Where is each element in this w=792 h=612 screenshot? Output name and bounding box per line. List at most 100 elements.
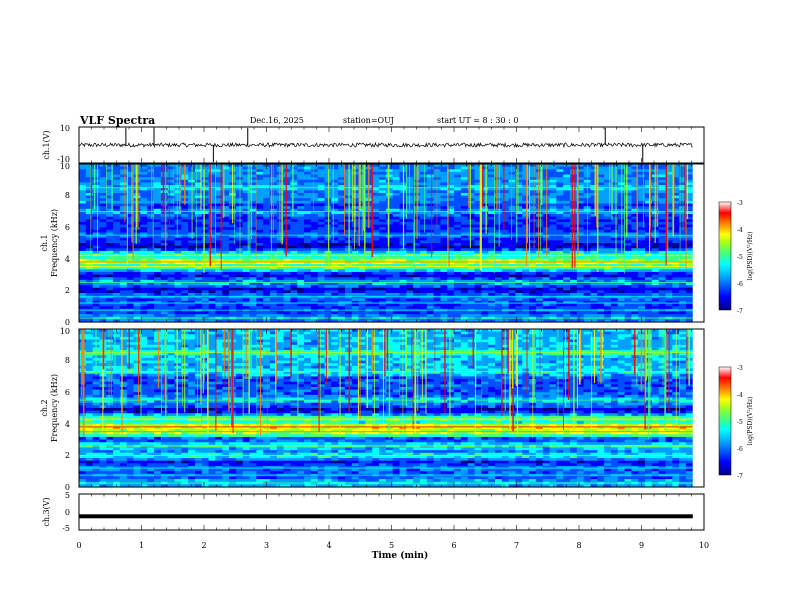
spec-cell: [610, 198, 619, 202]
spec-cell: [385, 240, 394, 244]
spec-cell: [447, 248, 455, 252]
spec-cell: [508, 256, 517, 260]
spec-cell: [515, 248, 523, 252]
spec-cell: [488, 266, 496, 270]
spec-cell: [515, 235, 523, 239]
spec-cell: [399, 306, 407, 310]
spec-cell: [419, 187, 428, 191]
spec-cell: [331, 224, 339, 228]
spec-cell: [133, 227, 141, 231]
spec-cell: [249, 211, 257, 215]
spec-cell: [256, 235, 264, 239]
spec-cell: [133, 293, 141, 297]
spec-cell: [624, 250, 632, 255]
spec-cell: [672, 295, 680, 299]
spec-cell: [665, 303, 673, 307]
spec-cell: [399, 256, 407, 260]
spec-cell: [535, 240, 544, 244]
spec-cell: [201, 185, 210, 189]
spec-cell: [556, 250, 564, 255]
spec-cell: [501, 206, 510, 210]
spec-cell: [385, 250, 394, 255]
spec-cell: [392, 237, 401, 241]
spec-cell: [590, 232, 598, 236]
spec-cell: [542, 279, 551, 284]
spec-cell: [126, 208, 135, 212]
spec-cell: [290, 164, 298, 168]
spec-cell: [454, 235, 462, 239]
spec-cell: [79, 282, 87, 286]
spec-cell: [147, 219, 155, 223]
spec-cell: [133, 266, 141, 270]
spec-cell: [563, 195, 571, 199]
spec-cell: [140, 250, 148, 255]
spec-cell: [529, 211, 537, 215]
spec-cell: [590, 277, 598, 281]
spec-cell: [140, 253, 148, 257]
spec-cell: [440, 171, 448, 176]
spec-cell: [460, 277, 469, 281]
spec-cell: [160, 169, 169, 173]
spec-cell: [126, 269, 135, 273]
spec-cell: [160, 245, 169, 249]
spec-cell: [174, 229, 182, 234]
spec-cell: [160, 227, 169, 231]
spec-cell: [433, 266, 442, 270]
spec-cell: [324, 271, 332, 276]
spec-cell: [460, 306, 469, 310]
spec-cell: [590, 300, 598, 305]
spec-cell: [283, 219, 291, 223]
spec-cell: [672, 214, 680, 218]
spec-cell: [119, 219, 128, 223]
spec-cell: [235, 221, 244, 226]
spec-cell: [133, 264, 141, 268]
spec-cell: [317, 243, 326, 247]
spec-cell: [249, 261, 257, 265]
spec-cell: [208, 269, 216, 273]
spec-cell: [535, 182, 544, 186]
spec-cell: [208, 185, 216, 189]
spec-cell: [235, 261, 244, 265]
spec-cell: [99, 306, 107, 310]
spec-cell: [624, 216, 632, 220]
spec-cell: [610, 192, 619, 197]
spec-cell: [269, 300, 278, 305]
spec-cell: [631, 192, 639, 197]
spec-cell: [208, 261, 216, 265]
spec-cell: [576, 264, 585, 268]
spec-cell: [399, 253, 407, 257]
spec-cell: [604, 303, 612, 307]
spec-cell: [269, 211, 278, 215]
spec-cell: [385, 203, 394, 207]
spec-cell: [160, 261, 169, 265]
spec-cell: [372, 287, 380, 291]
spec-cell: [426, 190, 435, 194]
spec-cell: [256, 287, 264, 291]
spec-cell: [310, 185, 319, 189]
spec-cell: [399, 264, 407, 268]
spec-cell: [570, 182, 578, 186]
spec-cell: [174, 248, 182, 252]
spec-cell: [358, 298, 367, 302]
spec-cell: [181, 248, 189, 252]
spec-cell: [249, 240, 257, 244]
spec-cell: [535, 277, 544, 281]
spec-cell: [672, 219, 680, 223]
spec-cell: [126, 192, 135, 197]
spec-cell: [249, 279, 257, 284]
spec-cell: [113, 164, 121, 168]
spec-cell: [556, 214, 564, 218]
spec-cell: [92, 266, 101, 270]
spec-cell: [515, 303, 523, 307]
spec-cell: [651, 303, 660, 307]
spec-cell: [235, 174, 244, 178]
spec-cell: [208, 293, 216, 297]
spec-cell: [631, 200, 639, 205]
spec-cell: [283, 185, 291, 189]
spec-cell: [501, 300, 510, 305]
spec-cell: [188, 250, 196, 255]
spec-cell: [174, 245, 182, 249]
spec-cell: [133, 287, 141, 291]
spec-cell: [372, 179, 380, 184]
spec-cell: [113, 177, 121, 181]
